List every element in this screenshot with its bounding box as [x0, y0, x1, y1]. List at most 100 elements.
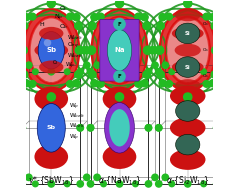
Ellipse shape: [107, 30, 132, 71]
Circle shape: [101, 181, 106, 187]
Circle shape: [98, 13, 104, 20]
Circle shape: [157, 71, 164, 78]
Circle shape: [156, 125, 162, 131]
Circle shape: [19, 125, 26, 131]
Text: O$_s$: O$_s$: [202, 73, 209, 80]
Circle shape: [23, 14, 30, 21]
Circle shape: [184, 93, 191, 101]
Circle shape: [48, 93, 55, 101]
Circle shape: [135, 81, 141, 87]
Ellipse shape: [176, 23, 200, 44]
Circle shape: [213, 125, 220, 131]
Circle shape: [145, 69, 152, 75]
Circle shape: [133, 181, 138, 187]
Circle shape: [156, 181, 162, 187]
Circle shape: [48, 181, 54, 187]
Circle shape: [166, 81, 172, 87]
Circle shape: [47, 93, 55, 101]
Circle shape: [143, 71, 150, 78]
Circle shape: [169, 181, 175, 187]
Circle shape: [157, 22, 164, 30]
Circle shape: [116, 93, 123, 101]
Circle shape: [87, 46, 96, 54]
Ellipse shape: [175, 44, 201, 57]
Circle shape: [91, 14, 98, 21]
Ellipse shape: [170, 118, 206, 138]
Circle shape: [213, 69, 220, 75]
Ellipse shape: [176, 134, 200, 155]
Circle shape: [77, 125, 83, 131]
Text: Si: Si: [185, 31, 190, 36]
Ellipse shape: [103, 87, 136, 111]
Circle shape: [201, 181, 206, 187]
Circle shape: [77, 69, 83, 75]
Circle shape: [220, 47, 227, 54]
Text: O$_{eq}$: O$_{eq}$: [67, 41, 78, 51]
Circle shape: [203, 13, 210, 20]
Text: W$_{belt}$: W$_{belt}$: [69, 111, 85, 120]
Ellipse shape: [38, 32, 64, 69]
Circle shape: [81, 47, 87, 54]
Ellipse shape: [172, 27, 204, 40]
Circle shape: [75, 22, 82, 30]
Circle shape: [211, 22, 219, 30]
Text: W$_p$: W$_p$: [69, 132, 79, 143]
Text: N$_p$: N$_p$: [54, 12, 63, 23]
Circle shape: [19, 181, 26, 187]
Circle shape: [84, 174, 90, 180]
Circle shape: [145, 125, 152, 131]
Ellipse shape: [103, 145, 136, 169]
Circle shape: [159, 14, 166, 21]
Circle shape: [115, 0, 124, 8]
Circle shape: [220, 174, 226, 180]
Circle shape: [115, 93, 124, 101]
Circle shape: [116, 69, 123, 75]
Ellipse shape: [34, 87, 68, 111]
Circle shape: [209, 80, 216, 87]
Circle shape: [209, 14, 216, 21]
Text: Si: Si: [185, 65, 190, 70]
Circle shape: [67, 81, 73, 87]
Circle shape: [20, 71, 28, 78]
Circle shape: [135, 13, 141, 20]
Circle shape: [185, 69, 191, 75]
Text: $\gamma$*-{SbW$_{18}$}: $\gamma$*-{SbW$_{18}$}: [28, 174, 74, 187]
Circle shape: [162, 62, 168, 68]
Circle shape: [91, 80, 98, 87]
Circle shape: [149, 47, 156, 54]
Circle shape: [98, 81, 104, 87]
Circle shape: [87, 125, 94, 131]
Circle shape: [152, 62, 158, 68]
Ellipse shape: [109, 109, 130, 146]
Circle shape: [114, 71, 125, 82]
Text: F: F: [118, 74, 121, 79]
Circle shape: [94, 174, 100, 180]
Text: $\alpha$-{NaW$_{18}$}: $\alpha$-{NaW$_{18}$}: [98, 174, 141, 187]
Ellipse shape: [175, 79, 201, 92]
Circle shape: [152, 174, 158, 180]
Ellipse shape: [31, 19, 72, 82]
Circle shape: [26, 174, 32, 180]
Circle shape: [213, 181, 220, 187]
Circle shape: [29, 81, 36, 87]
Text: Sb: Sb: [47, 125, 56, 130]
Ellipse shape: [176, 57, 200, 77]
Circle shape: [141, 14, 148, 21]
Circle shape: [94, 62, 100, 68]
Circle shape: [114, 19, 125, 30]
Circle shape: [48, 0, 55, 7]
Ellipse shape: [37, 104, 65, 152]
Ellipse shape: [92, 9, 147, 91]
Text: O$_i$: O$_i$: [52, 58, 58, 67]
Circle shape: [33, 69, 38, 74]
Circle shape: [77, 181, 83, 187]
Ellipse shape: [34, 145, 68, 169]
Circle shape: [29, 13, 36, 20]
Circle shape: [184, 0, 191, 7]
Circle shape: [184, 0, 192, 8]
Circle shape: [185, 181, 191, 187]
Text: W$_{belt}$: W$_{belt}$: [67, 51, 83, 60]
Circle shape: [67, 13, 73, 20]
Circle shape: [87, 181, 94, 187]
Ellipse shape: [39, 27, 63, 40]
